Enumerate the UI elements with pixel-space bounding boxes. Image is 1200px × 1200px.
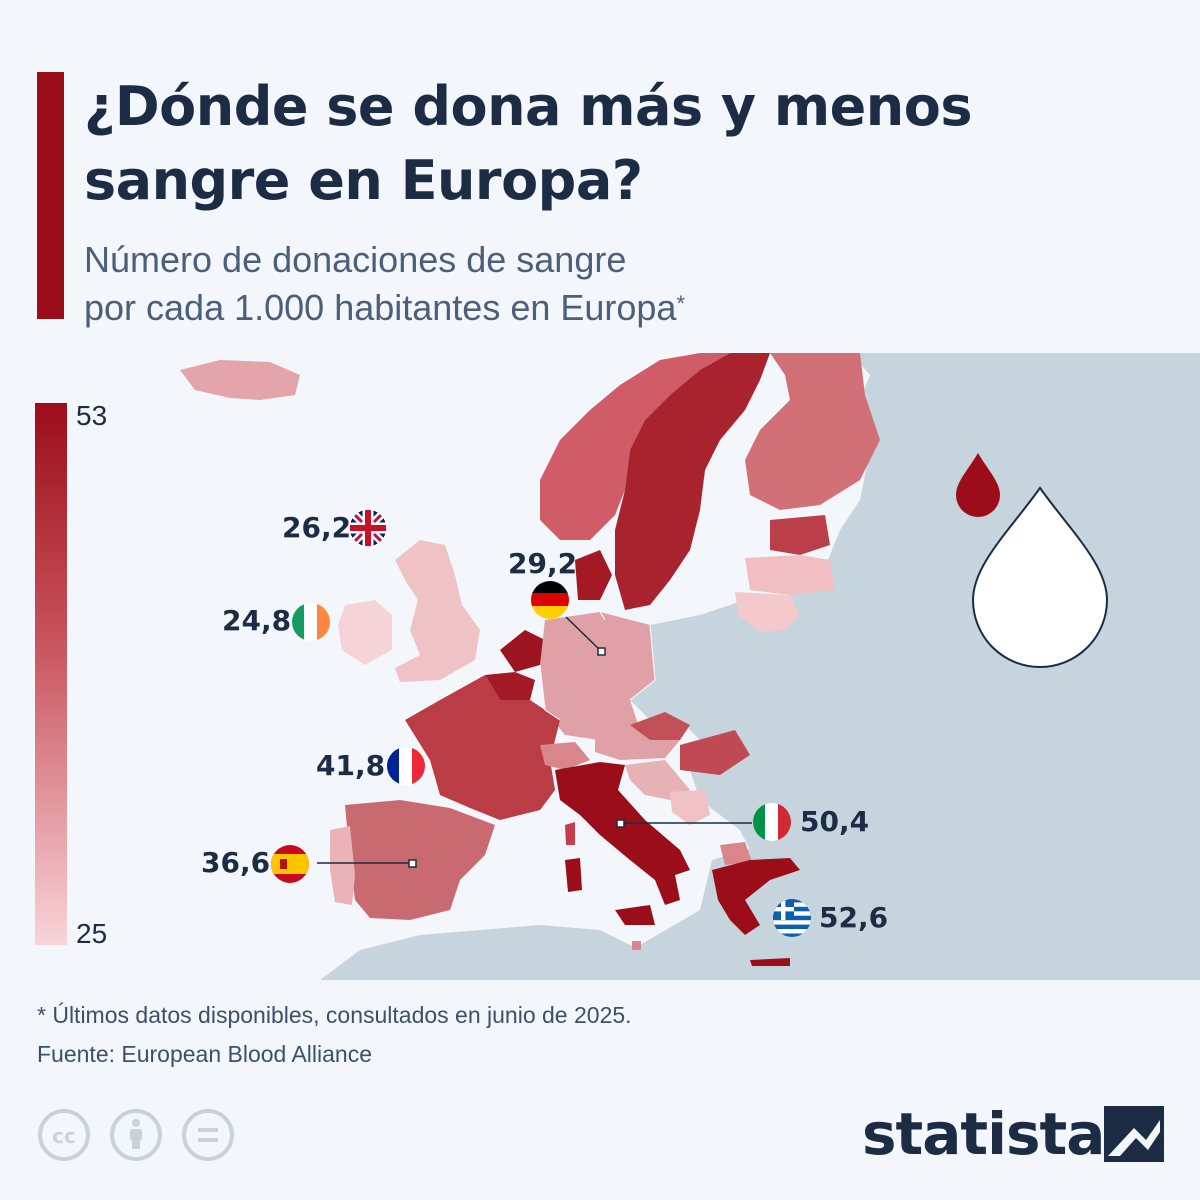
callout-leader-lines [317,616,752,864]
ireland [338,600,392,665]
france-value-label: 41,8 [316,749,386,782]
source-note: Fuente: European Blood Alliance [37,1041,373,1067]
croatia [625,760,690,800]
france-flag-icon [387,747,425,785]
turkey-land [840,860,1120,965]
license-icons: cc [38,1109,234,1161]
france [405,675,560,820]
netherlands [500,630,545,672]
germany-value-label: 29,2 [508,547,578,580]
crete [750,958,790,966]
germany-leader-marker [597,647,606,656]
ireland-value-label: 24,8 [222,604,292,637]
czechia [630,712,690,740]
chart-subtitle: Número de donaciones de sangre por cada … [84,236,844,332]
sweden [615,353,770,610]
statista-wordmark: statista [862,1100,1105,1168]
greece-flag-icon [773,899,811,937]
title-accent-bar [37,72,64,319]
russia-north-coast [900,353,1200,410]
germany-leader-line [565,616,602,652]
switzerland [540,742,590,770]
spain-value-label: 36,6 [201,846,271,879]
north-macedonia [720,842,752,865]
sicily [615,905,655,925]
italy-leader-marker [616,819,625,828]
sardinia [565,858,582,892]
hungary [680,730,750,775]
greece [712,858,800,935]
italy-flag-icon [753,803,791,841]
color-scale-max-label: 53 [76,400,108,431]
uk-value-label: 26,2 [282,511,352,544]
color-scale-min-label: 25 [76,918,108,949]
bosnia [670,790,710,825]
europe-map [0,353,1200,980]
spain [345,800,495,920]
finland [745,353,880,510]
no-derivatives-icon [182,1109,234,1161]
latvia [745,555,835,595]
subtitle-footnote-marker: * [676,291,686,316]
subtitle-line-1: Número de donaciones de sangre [84,239,627,280]
portugal [330,826,355,905]
belgium [485,672,535,700]
norway [540,353,730,540]
ireland-flag-icon [292,603,330,641]
cc-icon: cc [38,1109,90,1161]
denmark [575,550,612,600]
statista-logo-icon [1104,1106,1164,1162]
subtitle-line-2: por cada 1.000 habitantes en Europa [84,287,677,328]
italy-value-label: 50,4 [800,805,870,838]
lithuania [735,592,800,632]
spain-leader-marker [408,859,417,868]
small-blood-drop-icon [956,453,1000,517]
footnote: * Últimos datos disponibles, consultados… [37,1002,632,1028]
uk-flag-icon [348,508,388,548]
germany-flag-icon [531,581,569,619]
germany [540,612,655,740]
greece-value-label: 52,6 [819,901,889,934]
iceland [180,360,300,400]
chart-title: ¿Dónde se dona más y menos sangre en Eur… [84,75,973,212]
estonia [770,515,830,555]
color-scale-bar [35,403,67,945]
italy [555,762,690,905]
attribution-icon [110,1109,162,1161]
malta [632,941,641,950]
large-blood-drop-icon [971,486,1109,668]
north-africa-land [320,925,660,980]
svg-text:cc: cc [52,1124,76,1148]
spain-flag-icon [271,845,309,883]
corsica [565,822,575,845]
united-kingdom [395,540,480,682]
